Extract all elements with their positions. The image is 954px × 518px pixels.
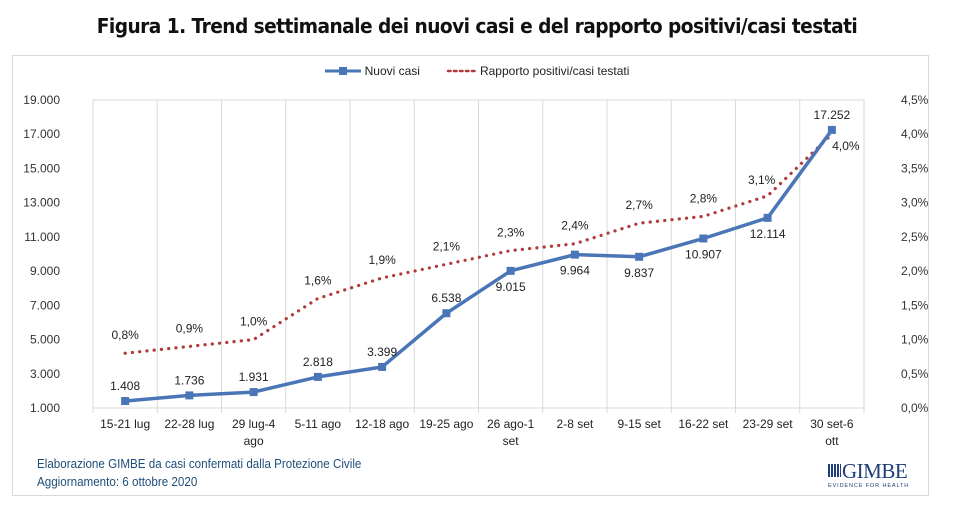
y-right-tick-label: 0,5% [901,367,929,381]
solid-line-square-marker-icon [324,67,361,75]
y-right-tick-label: 2,5% [901,230,929,244]
data-label-rapporto: 4,0% [832,139,860,153]
legend-item-nuovi-casi: Nuovi casi [324,64,420,78]
y-right-tick-label: 3,5% [901,161,929,175]
y-right-tick-label: 1,5% [901,298,929,312]
y-left-tick-label: 9.000 [30,264,60,278]
data-point-nuovi-casi [506,266,515,275]
data-label-rapporto: 2,1% [433,239,461,253]
x-category-label: 26 ago-1 [487,417,535,431]
data-label-rapporto: 1,0% [240,315,268,329]
y-left-tick-label: 5.000 [30,333,60,347]
x-category-label: 29 lug-4 [232,417,276,431]
y-right-tick-label: 0,0% [901,401,929,415]
logo-name: GIMBE [842,459,908,483]
data-label-nuovi-casi: 9.837 [624,266,654,280]
y-left-tick-label: 11.000 [24,230,60,244]
data-label-nuovi-casi: 6.538 [431,291,461,305]
data-label-nuovi-casi: 1.931 [239,370,269,384]
y-left-tick-label: 3.000 [30,367,60,381]
source-note: Elaborazione GIMBE da casi confermati da… [37,457,362,471]
chart-frame [12,55,929,496]
x-category-label: 12-18 ago [355,417,409,431]
data-label-nuovi-casi: 10.907 [685,247,722,261]
data-point-nuovi-casi [570,250,579,259]
y-right-tick-label: 4,5% [901,93,929,107]
data-label-nuovi-casi: 12.114 [750,227,786,241]
data-label-nuovi-casi: 17.252 [814,108,851,122]
data-point-nuovi-casi [313,372,322,381]
data-label-rapporto: 3,1% [748,173,776,187]
data-point-nuovi-casi [763,213,772,222]
y-left-tick-label: 15.000 [23,161,60,175]
y-left-tick-label: 7.000 [30,298,60,312]
data-point-nuovi-casi [121,397,130,406]
y-right-tick-label: 3,0% [901,196,929,210]
y-right-tick-label: 2,0% [901,264,929,278]
data-label-rapporto: 1,9% [368,253,396,267]
data-point-nuovi-casi [185,391,194,400]
x-category-label: set [503,434,520,448]
data-point-nuovi-casi [249,388,258,397]
y-left-tick-label: 1.000 [30,401,60,415]
gimbe-logo: GIMBE EVIDENCE FOR HEALTH [826,459,918,492]
x-category-label: 15-21 lug [100,417,150,431]
data-point-nuovi-casi [699,234,708,243]
series-line-rapporto [123,132,834,355]
y-left-tick-label: 13.000 [23,196,60,210]
data-label-rapporto: 2,8% [690,191,718,205]
legend-label-nuovi-casi: Nuovi casi [364,64,420,78]
data-label-rapporto: 2,7% [625,198,653,212]
x-category-label: 30 set-6 [810,417,854,431]
x-category-label: 2-8 set [557,417,594,431]
y-left-tick-label: 19.000 [23,93,60,107]
legend-item-rapporto: Rapporto positivi/casi testati [446,64,629,78]
data-point-nuovi-casi [378,362,387,371]
legend-label-rapporto: Rapporto positivi/casi testati [479,64,630,78]
data-label-nuovi-casi: 1.408 [110,379,140,393]
data-point-nuovi-casi [827,125,836,134]
data-label-nuovi-casi: 2.818 [303,355,333,369]
legend: Nuovi casi Rapporto positivi/casi testat… [0,64,954,78]
x-category-label: ott [825,434,839,448]
figure-title: Figura 1. Trend settimanale dei nuovi ca… [96,14,858,38]
data-label-nuovi-casi: 9.964 [560,264,590,278]
data-label-rapporto: 2,4% [561,219,589,233]
data-label-rapporto: 0,8% [111,328,139,342]
update-note: Aggiornamento: 6 ottobre 2020 [37,475,198,489]
x-category-label: ago [244,434,264,448]
data-point-nuovi-casi [635,252,644,261]
logo-tagline: EVIDENCE FOR HEALTH [828,483,910,489]
data-label-rapporto: 0,9% [176,321,204,335]
x-category-label: 9-15 set [617,417,661,431]
data-label-nuovi-casi: 9.015 [496,280,526,294]
y-right-tick-label: 4,0% [901,127,929,141]
data-label-nuovi-casi: 1.736 [174,373,204,387]
x-category-label: 19-25 ago [419,417,473,431]
x-category-label: 5-11 ago [295,417,342,431]
x-category-label: 16-22 set [678,417,729,431]
dotted-line-icon [446,69,476,73]
data-point-nuovi-casi [442,309,451,318]
data-label-rapporto: 2,3% [497,226,525,240]
data-label-rapporto: 1,6% [304,273,332,287]
logo-grid-icon [828,464,841,477]
y-left-tick-label: 17.000 [23,127,60,141]
x-category-label: 22-28 lug [164,417,214,431]
x-category-label: 23-29 set [743,417,794,431]
series-line-nuovi-casi [124,128,834,403]
data-label-nuovi-casi: 3.399 [367,345,397,359]
y-right-tick-label: 1,0% [901,333,929,347]
